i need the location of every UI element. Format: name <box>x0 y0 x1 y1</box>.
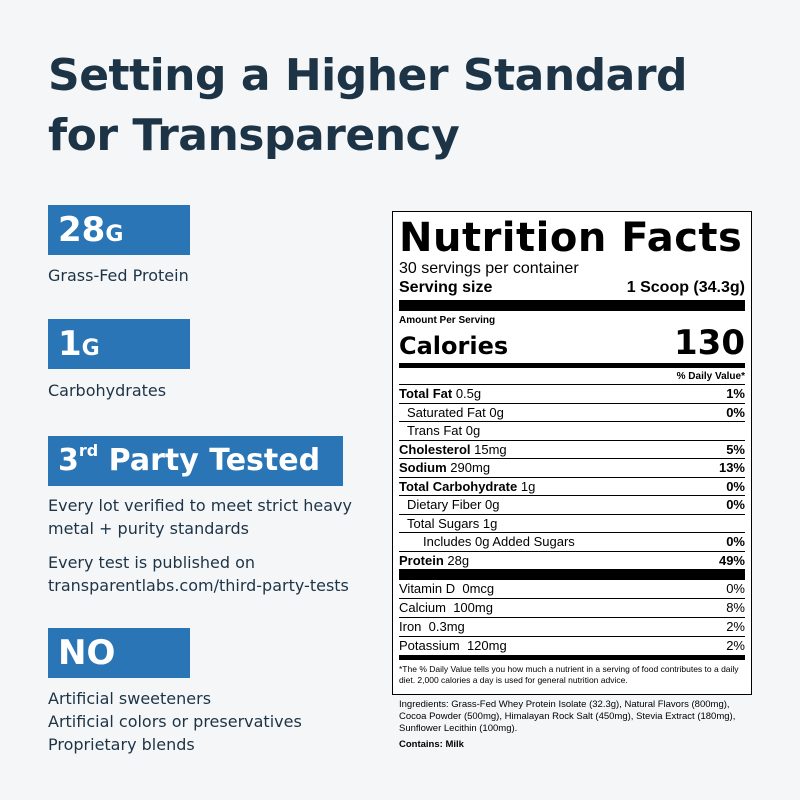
third-party-badge: 3rd Party Tested <box>48 436 343 486</box>
vitamin-row: Iron 0.3mg 2% <box>399 617 745 636</box>
vitamin-row: Calcium 100mg 8% <box>399 598 745 617</box>
nutrient-row: Total Fat 0.5g 1% <box>399 384 745 403</box>
vitamin-row: Vitamin D 0mcg 0% <box>399 580 745 598</box>
ingredients-text: Ingredients: Grass-Fed Whey Protein Isol… <box>399 699 736 734</box>
nutrient-name: Total Sugars <box>407 515 480 531</box>
list-item: Artificial sweeteners <box>48 689 212 708</box>
daily-value-footnote: *The % Daily Value tells you how much a … <box>399 664 739 685</box>
nutrient-name: Total Carbohydrate <box>399 478 518 494</box>
list-item: Proprietary blends <box>48 735 195 754</box>
no-label: NO <box>58 633 116 673</box>
nutrient-dv: 0% <box>726 404 745 420</box>
serving-size-label: Serving size <box>399 279 493 296</box>
nutrient-name: Protein <box>399 552 444 568</box>
calories-value: 130 <box>674 323 745 363</box>
tested-desc-1-line-2: metal + purity standards <box>48 519 249 538</box>
tested-desc-1: Every lot verified to meet strict heavy … <box>48 494 352 540</box>
tested-num: 3 <box>58 443 79 478</box>
title-line-1: Setting a Higher Standard <box>48 50 688 101</box>
vitamin-name: Potassium <box>399 638 460 653</box>
nutrient-amount: 1g <box>520 478 536 494</box>
calories-label: Calories <box>399 332 509 360</box>
nutrient-name: Total Fat <box>399 386 453 401</box>
nutrient-row: Saturated Fat 0g 0% <box>399 402 745 422</box>
nutrient-amount: 0g <box>485 497 500 512</box>
nutrient-dv: 0% <box>726 534 745 549</box>
vitamin-amount: 0mcg <box>462 581 495 596</box>
vitamin-amount: 120mg <box>466 638 507 653</box>
nutrient-amount: 1g <box>482 515 498 531</box>
nutrient-amount: 0g <box>465 423 481 438</box>
nutrient-row: Total Carbohydrate 1g 0% <box>399 476 745 496</box>
tested-desc-2-line-1: Every test is published on <box>48 553 256 572</box>
nutrient-name: Sodium <box>399 460 447 475</box>
servings-per-container: 30 servings per container <box>399 260 579 277</box>
page-title: Setting a Higher Standard for Transparen… <box>48 46 728 166</box>
nutrient-row: Includes 0g Added Sugars 0% <box>399 532 745 551</box>
no-list: Artificial sweeteners Artificial colors … <box>48 687 302 756</box>
nutrient-dv: 1% <box>726 386 745 401</box>
serving-size: Serving size 1 Scoop (34.3g) <box>399 278 745 298</box>
nutrient-row: Dietary Fiber 0g 0% <box>399 495 745 514</box>
tested-sup: rd <box>78 441 99 460</box>
calories-row: Calories 130 <box>399 326 745 360</box>
nutrient-amount: 15mg <box>474 441 507 457</box>
nutrient-dv: 0% <box>726 478 745 494</box>
tested-text: Party Tested <box>98 443 321 478</box>
allergen-contains: Contains: Milk <box>399 739 464 750</box>
protein-label: Grass-Fed Protein <box>48 266 189 285</box>
title-line-2: for Transparency <box>48 110 460 161</box>
thick-divider <box>399 300 745 311</box>
medium-divider <box>399 655 745 660</box>
thick-divider <box>399 569 745 580</box>
vitamin-name: Calcium <box>399 600 446 615</box>
list-item: Artificial colors or preservatives <box>48 712 302 731</box>
nutrition-title: Nutrition Facts <box>399 215 743 261</box>
vitamin-dv: 2% <box>726 638 745 653</box>
tested-desc-2-line-2: transparentlabs.com/third-party-tests <box>48 576 349 595</box>
nutrient-amount: 0.5g <box>455 386 482 401</box>
nutrient-dv: 13% <box>718 460 745 475</box>
carbs-unit: G <box>81 336 100 361</box>
protein-unit: G <box>105 222 124 247</box>
serving-size-value: 1 Scoop (34.3g) <box>626 279 745 296</box>
tested-desc-2: Every test is published on transparentla… <box>48 551 349 597</box>
nutrient-name: Includes 0g Added Sugars <box>423 534 575 549</box>
nutrient-amount: 290mg <box>450 460 491 475</box>
carbs-label: Carbohydrates <box>48 381 167 400</box>
nutrient-amount: 0g <box>489 404 504 420</box>
nutrient-row: Trans Fat 0g <box>399 421 745 440</box>
vitamin-dv: 0% <box>726 581 745 596</box>
vitamin-name: Vitamin D <box>399 581 456 596</box>
nutrient-dv: 49% <box>718 552 745 568</box>
nutrition-facts-panel: Nutrition Facts 30 servings per containe… <box>392 211 752 695</box>
vitamin-amount: 100mg <box>453 600 493 615</box>
vitamin-name: Iron <box>399 619 422 634</box>
nutrient-name: Dietary Fiber <box>407 497 482 512</box>
nutrient-name: Trans Fat <box>407 423 463 438</box>
vitamin-dv: 2% <box>726 619 745 634</box>
nutrient-amount: 28g <box>447 552 470 568</box>
carbs-value: 1 <box>58 324 82 364</box>
nutrient-dv: 0% <box>726 497 745 512</box>
carbs-badge: 1G <box>48 319 190 369</box>
protein-badge: 28G <box>48 205 190 255</box>
nutrient-row: Total Sugars 1g <box>399 513 745 533</box>
daily-value-header: % Daily Value* <box>676 371 745 382</box>
medium-divider <box>399 363 745 368</box>
no-badge: NO <box>48 628 190 678</box>
nutrient-dv: 5% <box>726 441 745 457</box>
nutrient-name: Saturated Fat <box>407 404 486 420</box>
tested-desc-1-line-1: Every lot verified to meet strict heavy <box>48 496 352 515</box>
nutrient-row: Protein 28g 49% <box>399 550 745 570</box>
amount-per-serving: Amount Per Serving <box>399 315 496 326</box>
vitamin-amount: 0.3mg <box>428 619 465 634</box>
vitamin-row: Potassium 120mg 2% <box>399 636 745 655</box>
protein-value: 28 <box>58 210 106 250</box>
nutrient-row: Cholesterol 15mg 5% <box>399 439 745 459</box>
nutrient-row: Sodium 290mg 13% <box>399 458 745 477</box>
vitamin-dv: 8% <box>726 600 745 615</box>
nutrient-name: Cholesterol <box>399 441 471 457</box>
